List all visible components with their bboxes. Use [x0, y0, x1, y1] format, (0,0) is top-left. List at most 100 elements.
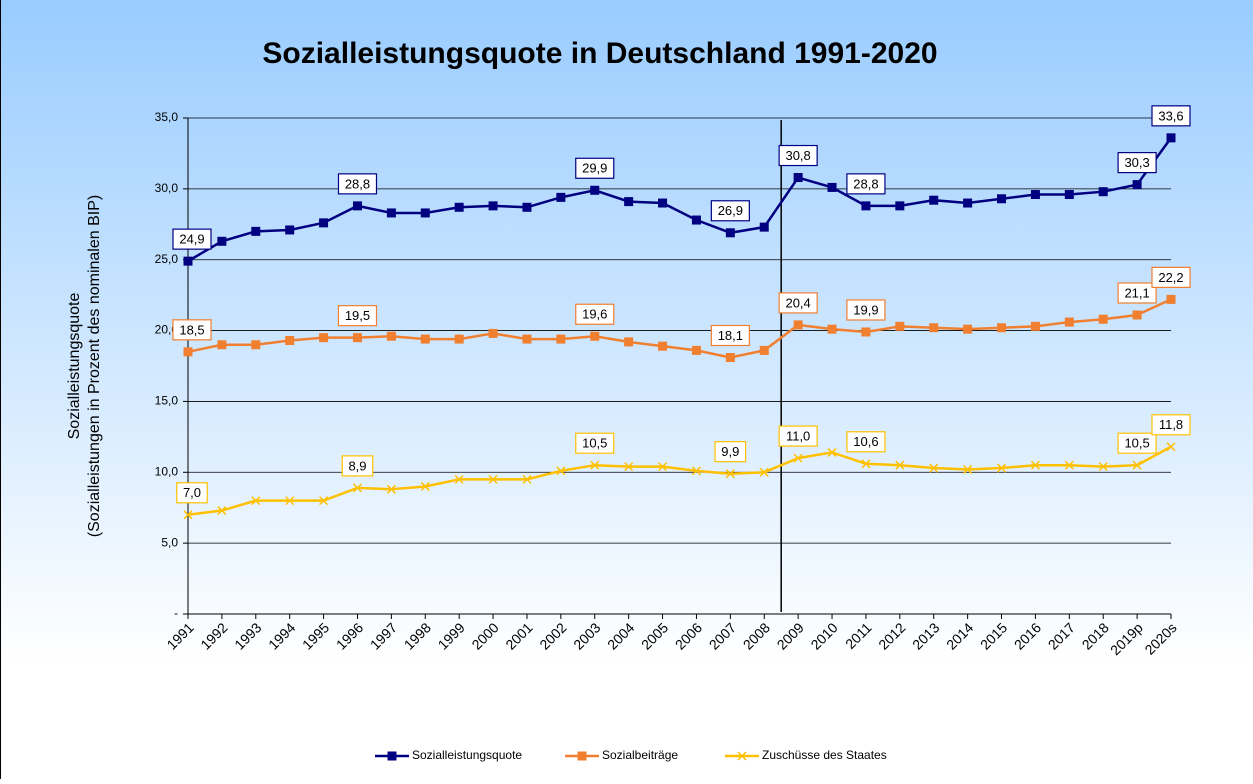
marker — [1132, 180, 1142, 190]
marker — [319, 218, 329, 228]
marker — [1098, 187, 1108, 197]
marker — [1064, 317, 1074, 327]
data-label-box — [1151, 414, 1191, 436]
marker — [183, 256, 193, 266]
y-axis-title-line: (Sozialleistungen in Prozent des nominal… — [86, 195, 103, 537]
marker — [861, 327, 871, 337]
legend-marker — [577, 751, 587, 761]
data-label: 30,3 — [1124, 155, 1149, 170]
marker — [386, 484, 396, 494]
data-label-box — [1151, 105, 1191, 127]
data-label-box — [1117, 152, 1157, 174]
marker — [1132, 460, 1142, 470]
marker — [996, 463, 1007, 473]
data-label: 20,4 — [785, 295, 810, 310]
marker — [861, 459, 871, 469]
marker — [251, 226, 261, 236]
y-tick-label: 10,0 — [155, 464, 179, 478]
marker — [183, 347, 193, 357]
marker — [929, 323, 939, 333]
y-axis-title: Sozialleistungsquote (Sozialleistungen in… — [66, 195, 103, 537]
data-label: 19,6 — [582, 307, 607, 322]
legend-marker — [737, 751, 747, 761]
data-label-box — [1117, 432, 1157, 454]
data-label: 28,8 — [853, 176, 878, 191]
y-tick-label: 15,0 — [155, 394, 179, 408]
marker — [285, 496, 295, 506]
y-tick-label: 30,0 — [155, 181, 179, 195]
y-tick-label: 25,0 — [155, 252, 179, 266]
legend-marker — [387, 751, 397, 761]
data-label: 29,9 — [582, 161, 607, 176]
data-label-box — [1151, 266, 1191, 288]
marker — [1064, 190, 1074, 200]
data-label-box — [778, 292, 818, 314]
marker — [658, 198, 668, 208]
marker — [386, 331, 396, 341]
y-axis-title-line: Sozialleistungsquote — [66, 293, 83, 440]
data-label-box — [575, 303, 615, 325]
marker — [522, 334, 532, 344]
marker — [522, 202, 532, 212]
marker — [1030, 190, 1040, 200]
data-label: 19,5 — [345, 308, 370, 323]
data-label-box — [172, 228, 212, 250]
legend-label: Sozialbeiträge — [602, 748, 678, 762]
marker — [1166, 294, 1176, 304]
marker — [319, 333, 329, 343]
marker — [285, 335, 295, 345]
marker — [217, 236, 227, 246]
marker — [488, 201, 498, 211]
data-label: 24,9 — [179, 232, 204, 247]
marker — [1098, 314, 1108, 324]
marker — [691, 345, 701, 355]
chart-title: Sozialleistungsquote in Deutschland 1991… — [262, 37, 937, 70]
data-label-box — [714, 441, 747, 463]
series-line — [187, 445, 1172, 517]
data-label: 11,8 — [1159, 417, 1183, 432]
marker — [217, 340, 227, 350]
data-label: 8,9 — [348, 458, 366, 473]
marker — [997, 194, 1007, 204]
marker — [420, 334, 430, 344]
data-label: 18,1 — [718, 328, 743, 343]
data-label-box — [172, 319, 212, 341]
marker — [929, 195, 939, 205]
marker — [929, 463, 939, 473]
data-label: 11,0 — [786, 429, 810, 444]
marker — [691, 215, 701, 225]
data-label-box — [778, 144, 818, 167]
data-label: 21,1 — [1124, 285, 1149, 300]
marker — [827, 324, 837, 334]
marker — [1166, 133, 1176, 143]
data-label-box — [846, 173, 886, 195]
marker — [556, 192, 566, 202]
marker — [420, 481, 430, 491]
data-label: 28,8 — [345, 176, 370, 191]
data-label-box — [341, 455, 374, 477]
data-label: 7,0 — [183, 485, 201, 500]
marker — [725, 228, 735, 238]
marker — [352, 201, 362, 211]
marker — [386, 208, 396, 218]
data-label-box — [846, 299, 886, 321]
marker — [624, 462, 634, 472]
data-label: 9,9 — [721, 444, 739, 459]
marker — [997, 323, 1007, 333]
data-label: 26,9 — [718, 203, 743, 218]
marker — [1166, 442, 1176, 452]
data-label: 10,5 — [582, 436, 607, 451]
marker — [895, 460, 905, 470]
marker — [251, 496, 261, 506]
data-label-box — [710, 200, 750, 222]
marker — [217, 506, 227, 516]
y-tick-label: 5,0 — [161, 535, 178, 549]
data-label-box — [846, 431, 886, 453]
marker — [793, 453, 803, 463]
data-label-box — [575, 432, 615, 454]
marker — [285, 225, 295, 235]
data-label-box — [337, 305, 378, 327]
marker — [1030, 460, 1040, 470]
marker — [1064, 460, 1074, 470]
